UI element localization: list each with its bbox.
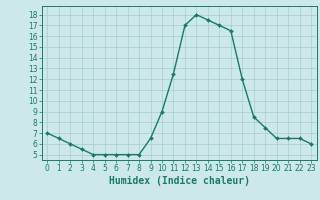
X-axis label: Humidex (Indice chaleur): Humidex (Indice chaleur) [109, 176, 250, 186]
